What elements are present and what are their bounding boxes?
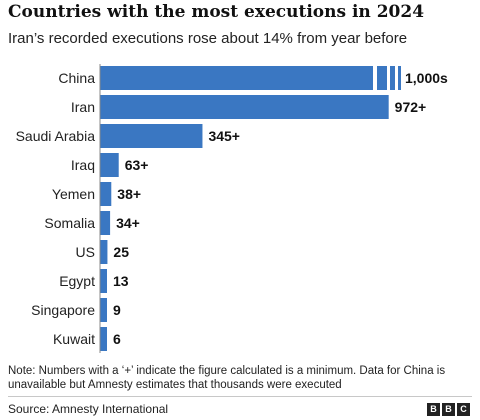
- chart-title: Countries with the most executions in 20…: [8, 2, 425, 22]
- bar-break-segment: [377, 66, 387, 90]
- category-label: Iraq: [71, 157, 95, 173]
- bar: [100, 182, 112, 206]
- category-label: Iran: [71, 99, 95, 115]
- value-label: 13: [113, 273, 129, 289]
- bar: [100, 124, 203, 148]
- bbc-logo: B B C: [427, 403, 470, 416]
- value-label: 972+: [395, 99, 427, 115]
- bar-break-segment: [390, 66, 395, 90]
- source-label: Source: Amnesty International: [8, 402, 169, 416]
- category-label: China: [58, 70, 95, 86]
- bar: [100, 327, 107, 351]
- category-label: US: [76, 244, 95, 260]
- bar: [100, 95, 389, 119]
- category-label: Somalia: [44, 215, 95, 231]
- bar: [100, 66, 373, 90]
- value-label: 25: [113, 244, 129, 260]
- value-label: 6: [113, 331, 121, 347]
- category-label: Egypt: [59, 273, 95, 289]
- bbc-logo-letter: C: [457, 403, 470, 416]
- bbc-logo-letter: B: [442, 403, 455, 416]
- bar-chart: China 1,000s Iran 972+ Saudi Arabia 345+ Iraq 6…: [16, 64, 448, 353]
- value-label: 9: [113, 302, 121, 318]
- category-label: Singapore: [31, 302, 95, 318]
- chart-note: Note: Numbers with a ‘+’ indicate the fi…: [8, 365, 446, 391]
- value-label: 1,000s: [405, 70, 448, 86]
- value-label: 345+: [208, 128, 240, 144]
- value-label: 34+: [116, 215, 140, 231]
- bar: [100, 298, 107, 322]
- footer-divider: [8, 396, 472, 397]
- category-label: Yemen: [52, 186, 95, 202]
- value-label: 63+: [125, 157, 149, 173]
- value-label: 38+: [117, 186, 141, 202]
- bar: [100, 211, 111, 235]
- bar: [100, 240, 108, 264]
- category-label: Saudi Arabia: [16, 128, 96, 144]
- bar: [100, 269, 107, 293]
- chart-subtitle: Iran’s recorded executions rose about 14…: [8, 30, 408, 47]
- bar-break-segment: [398, 66, 401, 90]
- bbc-logo-letter: B: [427, 403, 440, 416]
- bar: [100, 153, 119, 177]
- category-label: Kuwait: [53, 331, 95, 347]
